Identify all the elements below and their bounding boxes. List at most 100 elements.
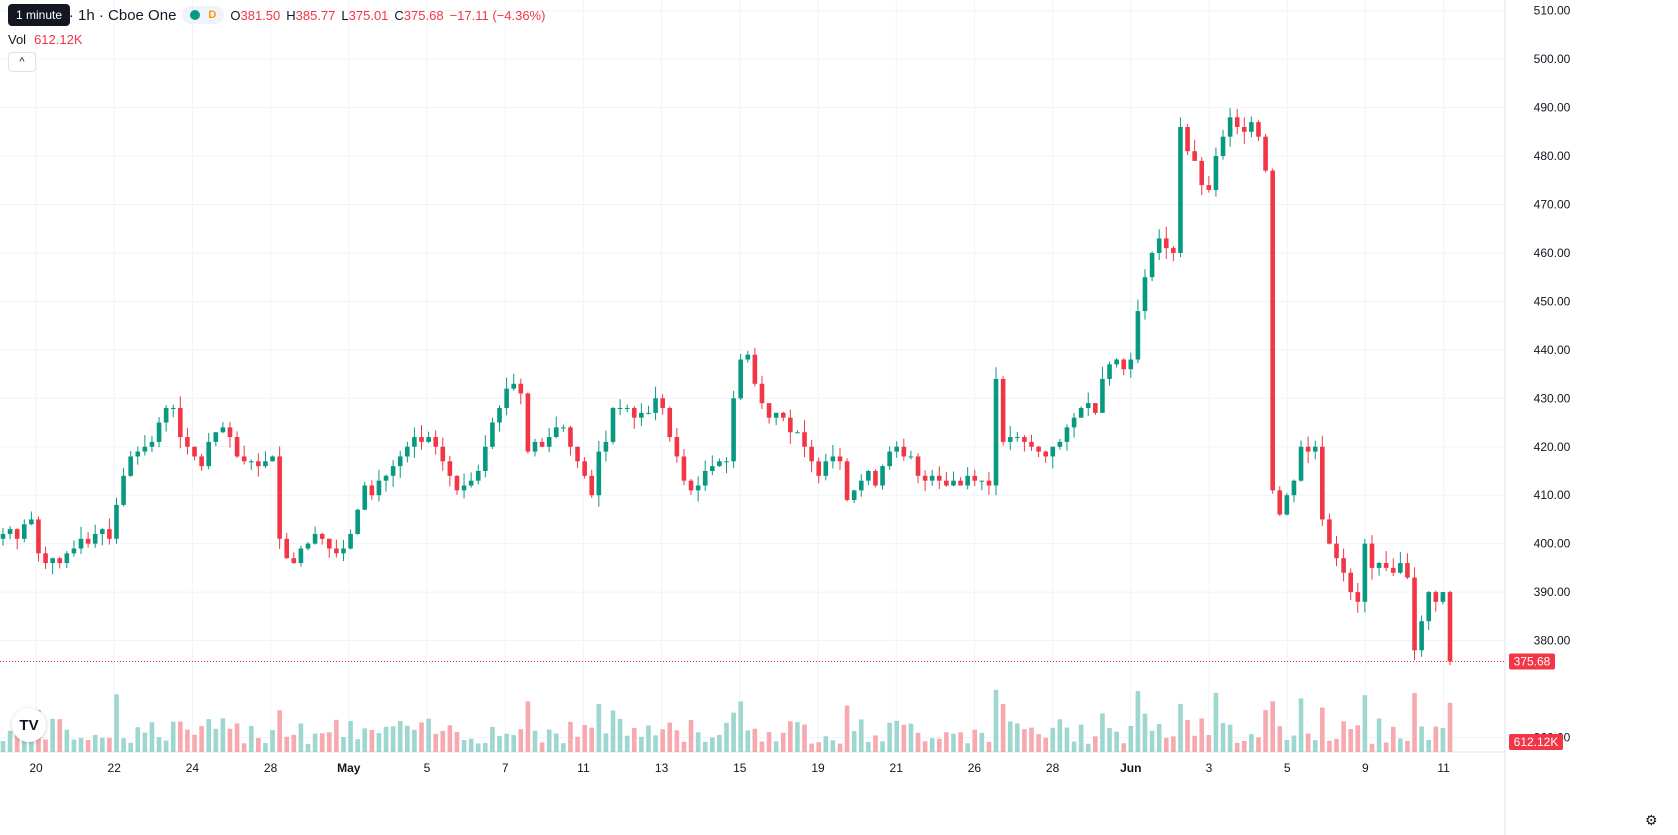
candle-body [447,461,453,476]
candle-body [901,446,907,457]
candle-body [1398,563,1403,573]
gear-icon[interactable]: ⚙ [1645,812,1658,828]
candle-body [256,461,261,467]
candle-body [1093,403,1098,413]
candle-body [291,558,297,564]
volume-bar [795,722,800,752]
volume-bar [135,727,141,752]
candle-body [241,456,247,462]
candle-body [908,456,914,458]
candle-body [263,461,268,467]
candle-body [412,437,417,447]
volume-bar [326,732,332,752]
volume-bar [270,730,275,752]
symbol-legend: com Inc. · 1h · Cboe One D O381.50 H385.… [8,6,545,24]
candle-body [1029,441,1034,447]
volume-bar [1398,738,1403,752]
candle-body [312,533,318,544]
candle-body [1100,378,1105,413]
candle-body [1227,117,1233,137]
price-tick-label: 490.00 [1534,101,1571,115]
high-value: 385.77 [295,7,336,23]
candle-body [326,538,332,549]
volume-bar [1064,727,1070,752]
candle-body [929,475,935,481]
volume-bar [1447,702,1453,752]
volume-bar [752,728,758,752]
volume-bar [1249,734,1254,752]
candle-body [965,475,970,486]
candle-body [518,383,524,394]
volume-bar [1171,736,1176,752]
volume-bar [1348,729,1354,752]
candle-body [561,427,566,429]
volume-bar [844,705,850,752]
time-tick-label: 11 [577,761,590,775]
candle-body [1383,563,1389,568]
volume-bar [511,735,517,752]
volume-bar [646,725,651,752]
volume-bar [284,736,290,752]
time-tick-label: Jun [1120,761,1141,775]
volume-bar [1100,713,1105,752]
candle-body [156,422,162,442]
candle-body [319,533,325,539]
volume-bar [213,728,219,752]
status-badges[interactable]: D [182,6,225,24]
volume-bar [412,729,417,752]
volume-bar [1093,736,1098,752]
candle-body [759,383,765,404]
candle-body [858,480,864,491]
candle-body [234,437,240,457]
volume-bar [915,732,921,752]
candle-body [185,437,190,447]
candle-body [1440,592,1446,602]
candle-body [1249,122,1254,132]
time-tick-label: May [337,761,361,775]
candle-body [192,446,197,457]
candle-body [355,509,360,534]
time-tick-label: 20 [29,761,43,775]
candle-body [433,437,438,447]
volume-bar [1107,728,1112,752]
candle-body [1291,480,1297,496]
volume-bar [1355,725,1361,752]
candle-body [752,354,758,384]
volume-bar [128,742,133,752]
candle-body [1192,151,1197,161]
price-tick-label: 390.00 [1534,585,1571,599]
volume-bar [901,724,907,752]
candle-body [511,383,517,389]
volume-bar [1036,734,1041,752]
volume-bar [405,725,410,752]
volume-bar [0,740,6,752]
collapse-legend-button[interactable]: ^ [8,52,36,72]
candle-body [0,533,6,539]
candle-body [667,407,673,438]
time-tick-label: 28 [264,761,278,775]
candle-body [71,548,77,554]
candle-body [660,398,665,408]
volume-bar [660,729,665,752]
candle-body [1320,446,1325,520]
price-tick-label: 410.00 [1534,488,1571,502]
volume-bar [745,730,751,752]
candle-body [688,480,694,491]
volume-bar [142,732,148,752]
volume-bar [1029,727,1034,752]
tradingview-logo-icon[interactable]: TV [12,708,46,742]
candle-body [1405,563,1410,578]
candle-body [7,529,13,534]
candle-body [1327,519,1332,544]
price-tick-label: 480.00 [1534,149,1571,163]
volume-bar [334,719,339,752]
candle-body [617,407,623,409]
candle-body [1334,543,1339,559]
volume-bar [433,733,438,752]
price-tick-label: 420.00 [1534,440,1571,454]
volume-bar [639,736,644,752]
candle-body [1142,277,1148,312]
candle-body [1426,592,1432,622]
volume-bar [617,718,623,752]
